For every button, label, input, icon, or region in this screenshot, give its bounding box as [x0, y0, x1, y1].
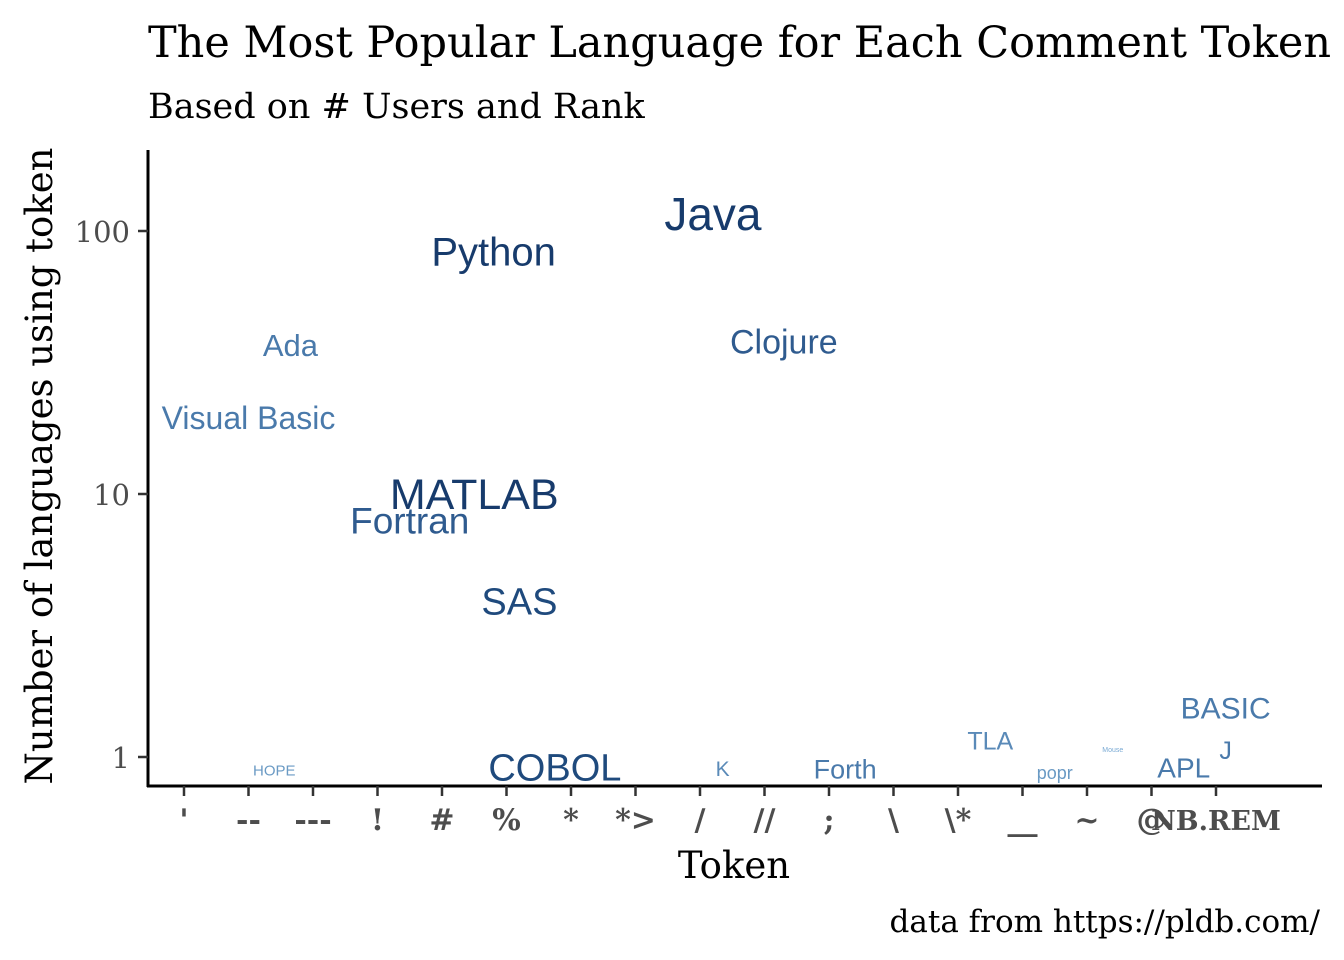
x-tick-label: *>	[615, 803, 656, 838]
x-tick-label: //	[754, 803, 776, 838]
x-tick-label: #	[429, 803, 454, 838]
point-label-matlab: MATLAB	[390, 471, 559, 519]
y-axis: 1 10 100	[75, 150, 150, 787]
data-labels: Visual Basic Ada HOPE Fortran Python MATLAB SA…	[162, 188, 1271, 789]
x-tick-label: ---	[294, 803, 331, 838]
x-tick-label: \	[888, 803, 899, 838]
y-tick-label: 1	[112, 741, 130, 775]
point-label-k: K	[716, 758, 730, 781]
x-tick-label: ;	[823, 803, 834, 838]
x-tick-label: ~	[1074, 803, 1099, 838]
point-label-tla: TLA	[967, 728, 1013, 756]
point-label-sas: SAS	[481, 582, 557, 624]
x-tick-label: @	[1137, 803, 1167, 838]
point-label-clojure: Clojure	[730, 324, 838, 362]
point-label-python: Python	[431, 231, 556, 275]
x-axis: ' -- ---! #% * *> ///; \ \* __ ~ @NB.REM	[147, 784, 1322, 838]
point-label-popr: popr	[1037, 763, 1073, 783]
point-label-visual-basic: Visual Basic	[162, 400, 336, 436]
point-label-forth: Forth	[814, 755, 877, 785]
point-label-ada: Ada	[263, 328, 319, 363]
x-tick-label: /	[695, 803, 706, 838]
chart-subtitle: Based on # Users and Rank	[148, 87, 645, 127]
x-tick-label: %	[492, 803, 521, 838]
x-tick-label: '	[179, 803, 188, 838]
y-tick-label: 10	[93, 478, 130, 512]
x-tick-label: NB.REM	[1151, 806, 1281, 837]
point-label-java: Java	[664, 188, 762, 240]
x-axis-label: Token	[678, 844, 790, 887]
x-tick-label: --	[236, 803, 261, 838]
point-label-cobol: COBOL	[488, 747, 621, 789]
x-tick-label: !	[371, 803, 384, 838]
chart-caption: data from https://pldb.com/	[890, 904, 1321, 940]
point-label-basic: BASIC	[1181, 693, 1271, 726]
point-label-hope: HOPE	[253, 763, 296, 780]
x-tick-label: \*	[945, 803, 972, 838]
point-label-mouse: Mouse	[1102, 747, 1123, 754]
point-label-fortran: Fortran	[350, 501, 469, 542]
x-tick-label: *	[563, 803, 579, 838]
chart-title: The Most Popular Language for Each Comme…	[148, 18, 1331, 68]
point-label-j: J	[1219, 737, 1232, 765]
y-tick-label: 100	[75, 215, 130, 249]
point-label-apl: APL	[1157, 753, 1210, 784]
x-tick-label: __	[1008, 803, 1038, 838]
y-axis-label: Number of languages using token	[18, 148, 61, 785]
